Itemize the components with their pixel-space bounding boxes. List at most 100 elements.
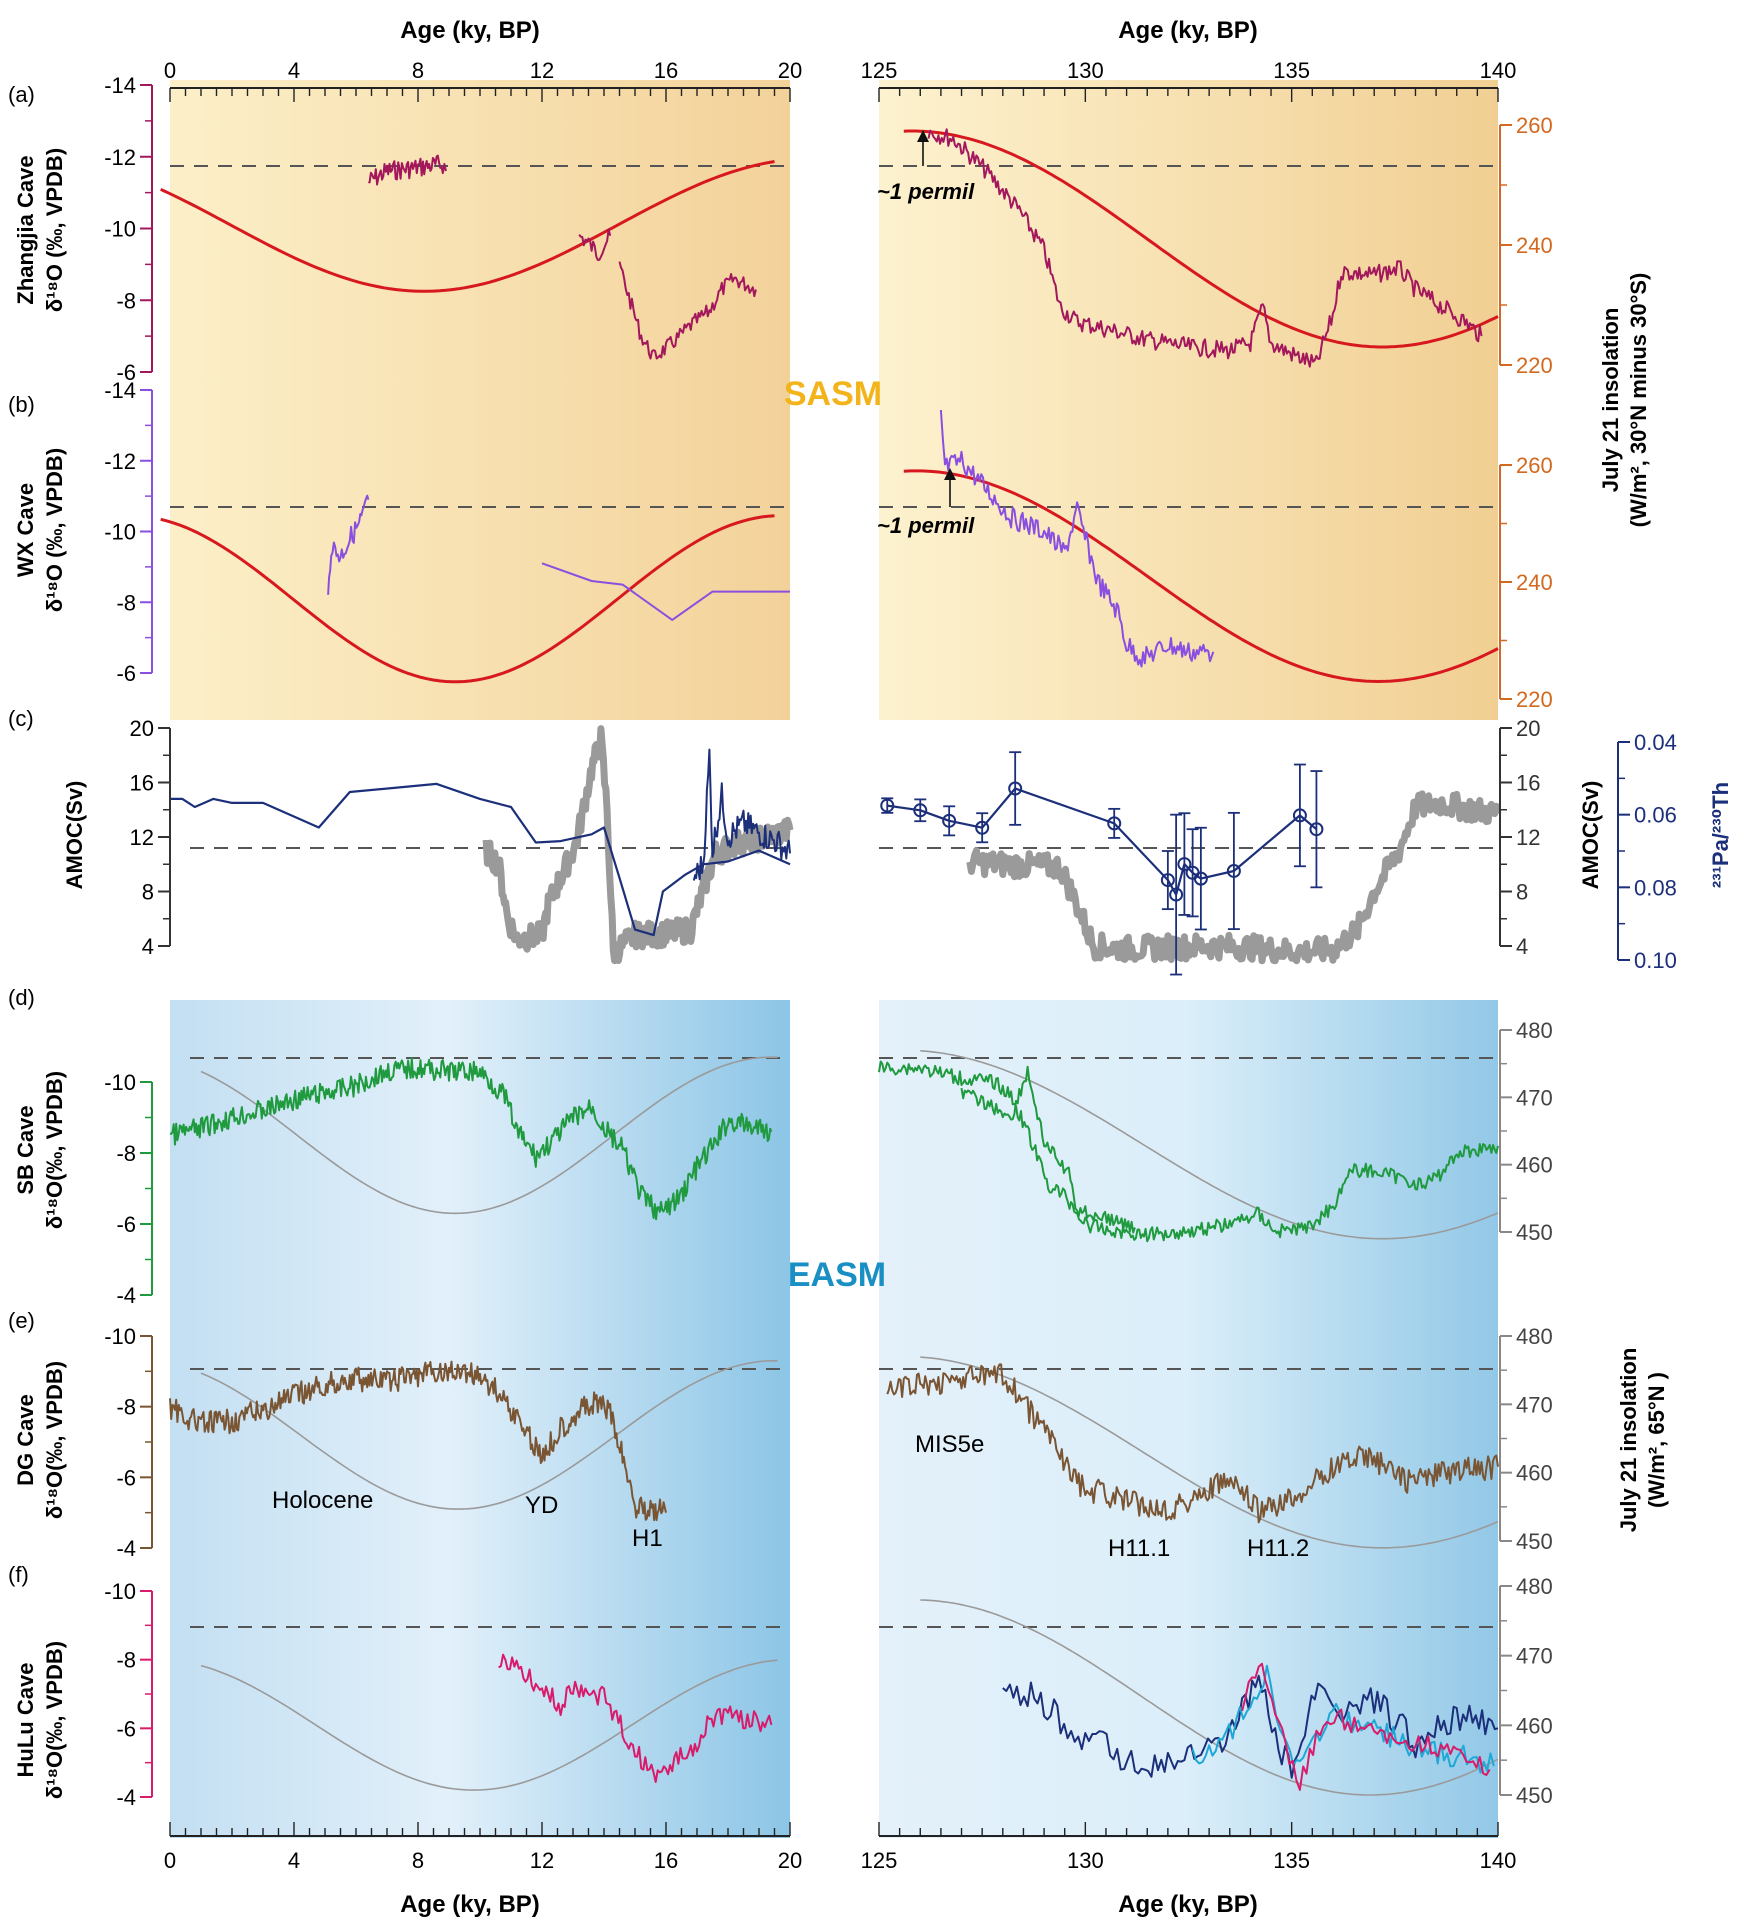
y-axis-c: 20 16 12 8 4 — [130, 716, 171, 959]
y-axis-e-tick-3: -4 — [116, 1536, 136, 1561]
pa-th-point-1 — [913, 803, 928, 818]
x-tick-label-left-5: 20 — [778, 58, 802, 83]
y-axis-b-tick-2: -10 — [104, 520, 136, 545]
y-axis-c-right: 20 16 12 8 4 — [1499, 716, 1540, 959]
y-axis-pa-tick-2: 0.08 — [1634, 875, 1677, 900]
sasm-label: SASM — [784, 375, 882, 413]
pa-th-point-0 — [880, 798, 895, 813]
x-tick-label-left-0: 0 — [164, 58, 176, 83]
x-tick-label-right-1: 130 — [1067, 58, 1104, 83]
y-axis-ins-d-tick-1: 470 — [1516, 1085, 1553, 1110]
wx-left-b — [541, 562, 790, 621]
amoc-gray-right — [966, 790, 1502, 965]
mis5e-label: MIS5e — [915, 1431, 984, 1458]
y-axis-pa-tick-0: 0.04 — [1634, 730, 1677, 755]
insolation-b-right — [903, 469, 1499, 683]
pa-th-point-2 — [942, 813, 957, 828]
y-axis-ins-b-tick-2: 220 — [1516, 687, 1553, 712]
ylabel-b1: WX Cave — [13, 483, 38, 577]
x-tick-label-left-2: 8 — [412, 58, 424, 83]
y-axis-c-right-tick-2: 12 — [1516, 825, 1540, 850]
bottom-axis: 0 4 8 12 16 20 125 130 135 140 Age (ky, BP) Age (… — [164, 1822, 1516, 1918]
pa-th-point-7 — [1169, 887, 1184, 902]
y-axis-ins-e-tick-2: 460 — [1516, 1461, 1553, 1486]
bottom-axis-label-right: Age (ky, BP) — [1118, 1891, 1258, 1918]
pa-th-point-8 — [1177, 857, 1192, 872]
ins-sasm-label2: (W/m², 30°N minus 30°S) — [1626, 273, 1651, 528]
x-tick-label-right-2: 135 — [1273, 58, 1310, 83]
y-axis-ins-d: 480 470 460 450 — [1499, 1018, 1553, 1245]
pa-th-point-11 — [1226, 863, 1241, 878]
y-axis-a-tick-0: -14 — [104, 73, 136, 98]
ylabel-f2: δ¹⁸O(‰, VPDB) — [42, 1641, 67, 1799]
zhangjia-left-holocene — [367, 154, 447, 186]
x-tick-label-left-0: 0 — [164, 1848, 176, 1873]
y-axis-ins-e-tick-0: 480 — [1516, 1324, 1553, 1349]
ylabels-right: July 21 insolation (W/m², 30°N minus 30°… — [1578, 273, 1733, 1533]
pa-th-point-10 — [1193, 871, 1208, 886]
x-tick-label-left-4: 16 — [654, 58, 678, 83]
y-axis-ins-b-tick-1: 240 — [1516, 570, 1553, 595]
y-axis-ins-f-tick-0: 480 — [1516, 1574, 1553, 1599]
y-axis-d-tick-3: -4 — [116, 1283, 136, 1308]
y-axis-a-tick-1: -12 — [104, 145, 136, 170]
y-axis-pa: 0.04 0.06 0.08 0.10 — [1617, 730, 1677, 973]
amoc-right-label: AMOC(Sv) — [1578, 781, 1603, 890]
y-axis-c-right-tick-3: 8 — [1516, 880, 1528, 905]
y-axis-c-tick-4: 4 — [142, 934, 154, 959]
y-axis-ins-a-tick-1: 240 — [1516, 233, 1553, 258]
amoc-line-left-b — [692, 748, 791, 881]
panel-tag-c: (c) — [8, 706, 34, 731]
easm-bg-left — [170, 1000, 790, 1838]
ylabels-left: Zhangjia Cave δ¹⁸O (‰, VPDB) WX Cave δ¹⁸… — [13, 148, 87, 1799]
ylabel-a1: Zhangjia Cave — [13, 155, 38, 304]
x-tick-label-left-4: 16 — [654, 1848, 678, 1873]
y-axis-e-tick-2: -6 — [116, 1465, 136, 1490]
panel-tag-d: (d) — [8, 985, 35, 1010]
y-axis-ins-d-tick-2: 460 — [1516, 1153, 1553, 1178]
y-axis-ins-e: 480 470 460 450 — [1499, 1324, 1553, 1554]
x-tick-label-left-1: 4 — [288, 1848, 300, 1873]
bottom-axis-label-left: Age (ky, BP) — [400, 1891, 540, 1918]
y-axis-ins-b: 260 240 220 — [1499, 453, 1553, 712]
hulu-left — [498, 1653, 773, 1783]
insolation-f-left — [200, 1659, 778, 1791]
dg-left — [169, 1360, 667, 1522]
h1-label: H1 — [632, 1525, 663, 1552]
y-axis-ins-f-tick-2: 460 — [1516, 1713, 1553, 1738]
y-axis-d: -10 -8 -6 -4 — [104, 1070, 153, 1308]
y-axis-c-tick-2: 12 — [130, 825, 154, 850]
y-axis-ins-e-tick-1: 470 — [1516, 1392, 1553, 1417]
x-tick-label-right-3: 140 — [1480, 1848, 1517, 1873]
y-axis-ins-a: 260 240 220 — [1499, 113, 1553, 378]
y-axis-c-tick-0: 20 — [130, 716, 154, 741]
y-axis-e-tick-0: -10 — [104, 1324, 136, 1349]
amoc-line-left — [170, 782, 791, 937]
insolation-b-left — [160, 514, 775, 684]
ylabel-c1: AMOC(Sv) — [62, 781, 87, 890]
amoc-gray-left — [482, 725, 794, 965]
easm-label: EASM — [788, 1256, 886, 1294]
pa-th-point-5 — [1107, 816, 1122, 831]
y-axes-layer: -14 -12 -10 -8 -6 260 240 220 -14 -12 -10 -8 -6 260 24… — [104, 73, 1677, 1810]
panel-tag-f: (f) — [8, 1562, 29, 1587]
arrow-a-head — [917, 130, 929, 142]
x-tick-label-left-2: 8 — [412, 1848, 424, 1873]
zhangjia-left-c — [618, 261, 757, 360]
h11-1-label: H11.1 — [1108, 1535, 1170, 1562]
y-axis-pa-tick-1: 0.06 — [1634, 803, 1677, 828]
insolation-e-left — [200, 1360, 778, 1510]
y-axis-b: -14 -12 -10 -8 -6 — [104, 378, 153, 686]
dg-right — [886, 1363, 1499, 1524]
sb-right-b — [960, 1065, 1136, 1234]
pa-th-point-6 — [1160, 873, 1175, 888]
y-axis-e: -10 -8 -6 -4 — [104, 1324, 153, 1561]
ylabel-d2: δ¹⁸O(‰, VPDB) — [42, 1071, 67, 1229]
arrow-b-head — [944, 468, 956, 480]
x-tick-label-right-3: 140 — [1480, 58, 1517, 83]
sasm-bg-left — [170, 80, 790, 720]
pa-th-line — [887, 787, 1318, 896]
pa-th-point-12 — [1292, 808, 1307, 823]
y-axis-c-right-tick-1: 16 — [1516, 771, 1540, 796]
ylabel-f1: HuLu Cave — [13, 1663, 38, 1778]
